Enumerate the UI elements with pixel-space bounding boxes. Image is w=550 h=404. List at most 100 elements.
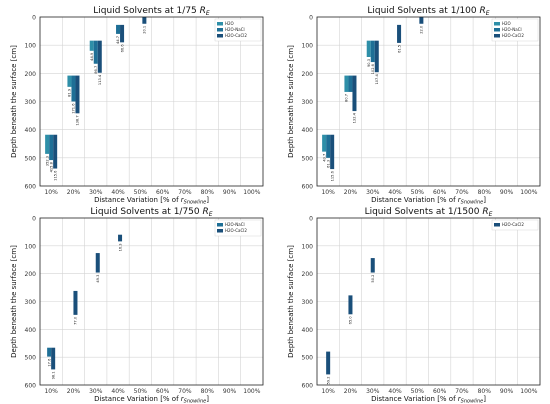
x-tick-label: 80% xyxy=(478,189,492,196)
y-axis-label: Depth beneath the surface [cm] xyxy=(287,245,295,358)
x-tick-label: 40% xyxy=(111,388,125,395)
chart-panel: 0 100 200 300 400 500 600 10% 20% 30% 40% 50% 60% 70%… xyxy=(287,207,541,404)
x-axis-label-text: Distance Variation [% of xyxy=(371,395,458,403)
y-tick-label: 500 xyxy=(25,355,37,362)
data-label: 17.6 xyxy=(47,358,51,367)
y-axis-label: Depth beneath the surface [cm] xyxy=(10,45,18,158)
x-tick-label: 50% xyxy=(134,189,148,196)
data-label: 115.6 xyxy=(53,170,57,181)
x-axis-label-subscript: Snowline xyxy=(184,200,207,206)
data-label: 90.3 xyxy=(367,59,371,67)
x-tick-label: 80% xyxy=(201,189,215,196)
legend-label: H2O-CaCl2 xyxy=(502,33,524,38)
x-tick-label: 40% xyxy=(388,189,402,196)
bar-h2o-cacl2 xyxy=(348,295,353,315)
x-tick-label: 20% xyxy=(344,189,358,196)
x-tick-label: 90% xyxy=(223,388,237,395)
y-tick-label: 100 xyxy=(25,243,37,250)
data-label: 59.2 xyxy=(326,376,330,384)
bar-h2o-nacl xyxy=(326,134,331,158)
bar-h2o-cacl2 xyxy=(53,134,58,169)
legend-label: H2O-CaCl2 xyxy=(225,33,247,38)
x-axis-label: Distance Variation [% of rSnowline] xyxy=(371,196,486,206)
bar-h2o-cacl2 xyxy=(95,253,100,273)
axes-frame xyxy=(39,16,264,187)
legend-swatch xyxy=(494,22,500,26)
y-tick-label: 500 xyxy=(25,155,37,162)
x-axis-label-end: ] xyxy=(206,196,209,204)
bar-h2o-cacl2 xyxy=(352,75,357,112)
y-tick-label: 0 xyxy=(309,216,313,223)
legend-box xyxy=(214,219,262,237)
data-label: 43.7 xyxy=(322,154,326,162)
legend-swatch xyxy=(494,34,500,38)
y-tick-label: 600 xyxy=(25,383,37,390)
bar-h2o xyxy=(45,134,50,154)
bar-h2o-nacl xyxy=(49,134,54,161)
x-tick-label: 30% xyxy=(89,388,103,395)
x-tick-label: 100% xyxy=(243,189,260,196)
y-tick-label: 400 xyxy=(302,127,314,134)
legend-swatch xyxy=(217,28,223,32)
chart-title-subscript: E xyxy=(209,211,213,218)
chart-title: Liquid Solvents at 1/750 RE xyxy=(90,207,212,218)
bar-h2o-cacl2 xyxy=(97,40,102,73)
data-label: 115.6 xyxy=(330,170,334,181)
legend: H2O-CaCl2 xyxy=(491,219,539,231)
chart-title: Liquid Solvents at 1/75 RE xyxy=(93,6,210,17)
x-tick-label: 80% xyxy=(478,388,492,395)
x-axis-label-symbol: r xyxy=(181,196,185,204)
data-label: 171.6 xyxy=(72,103,76,114)
bar-h2o-cacl2 xyxy=(75,75,80,114)
data-label: 352.3 xyxy=(45,156,49,166)
y-tick-label: 300 xyxy=(302,299,314,306)
x-tick-label: 90% xyxy=(500,388,514,395)
axes-frame xyxy=(39,217,264,386)
x-axis-label-symbol: r xyxy=(458,395,462,403)
x-axis-label-subscript: Snowline xyxy=(461,200,484,206)
x-tick-label: 100% xyxy=(520,388,537,395)
data-label: 49.3 xyxy=(96,275,100,283)
data-label: 86.7 xyxy=(94,66,98,74)
data-label: 113.4 xyxy=(98,74,102,85)
y-tick-label: 200 xyxy=(302,271,314,278)
bar-h2o-nacl xyxy=(348,75,353,92)
data-label: 20.1 xyxy=(143,26,147,34)
legend-box xyxy=(491,219,539,231)
data-label: 65.0 xyxy=(349,316,353,325)
x-tick-label: 100% xyxy=(243,388,260,395)
y-tick-label: 600 xyxy=(302,184,314,191)
x-tick-label: 90% xyxy=(500,189,514,196)
bar-h2o-cacl2 xyxy=(326,351,331,375)
y-tick-label: 200 xyxy=(302,71,314,78)
bar-h2o xyxy=(67,75,72,87)
data-label: 44.7 xyxy=(116,36,120,44)
x-axis-label-symbol: r xyxy=(458,196,462,204)
data-label: 81.9 xyxy=(68,88,72,97)
x-axis-label: Distance Variation [% of rSnowline] xyxy=(371,395,486,404)
bar-h2o-cacl2 xyxy=(51,347,56,370)
legend-swatch xyxy=(217,34,223,38)
x-tick-label: 30% xyxy=(89,189,103,196)
bar-h2o-cacl2 xyxy=(120,24,125,43)
bar-h2o-cacl2 xyxy=(419,17,424,24)
legend-label: H2O-NaCl xyxy=(225,27,245,32)
x-axis-label-text: Distance Variation [% of xyxy=(94,395,181,403)
chart-title-symbol: R xyxy=(203,207,209,217)
x-tick-label: 60% xyxy=(433,189,447,196)
y-tick-label: 300 xyxy=(25,99,37,106)
data-label: 98.1 xyxy=(51,371,55,379)
legend-label: H2O xyxy=(502,21,511,26)
legend-label: H2O-CaCl2 xyxy=(225,228,247,233)
y-tick-label: 200 xyxy=(25,271,37,278)
chart-title: Liquid Solvents at 1/1500 RE xyxy=(365,207,493,218)
x-tick-label: 40% xyxy=(111,189,125,196)
bar-h2o xyxy=(322,134,327,152)
chart-title-subscript: E xyxy=(486,10,490,17)
y-tick-label: 400 xyxy=(25,327,37,334)
x-tick-label: 20% xyxy=(344,388,358,395)
x-tick-label: 10% xyxy=(44,388,58,395)
